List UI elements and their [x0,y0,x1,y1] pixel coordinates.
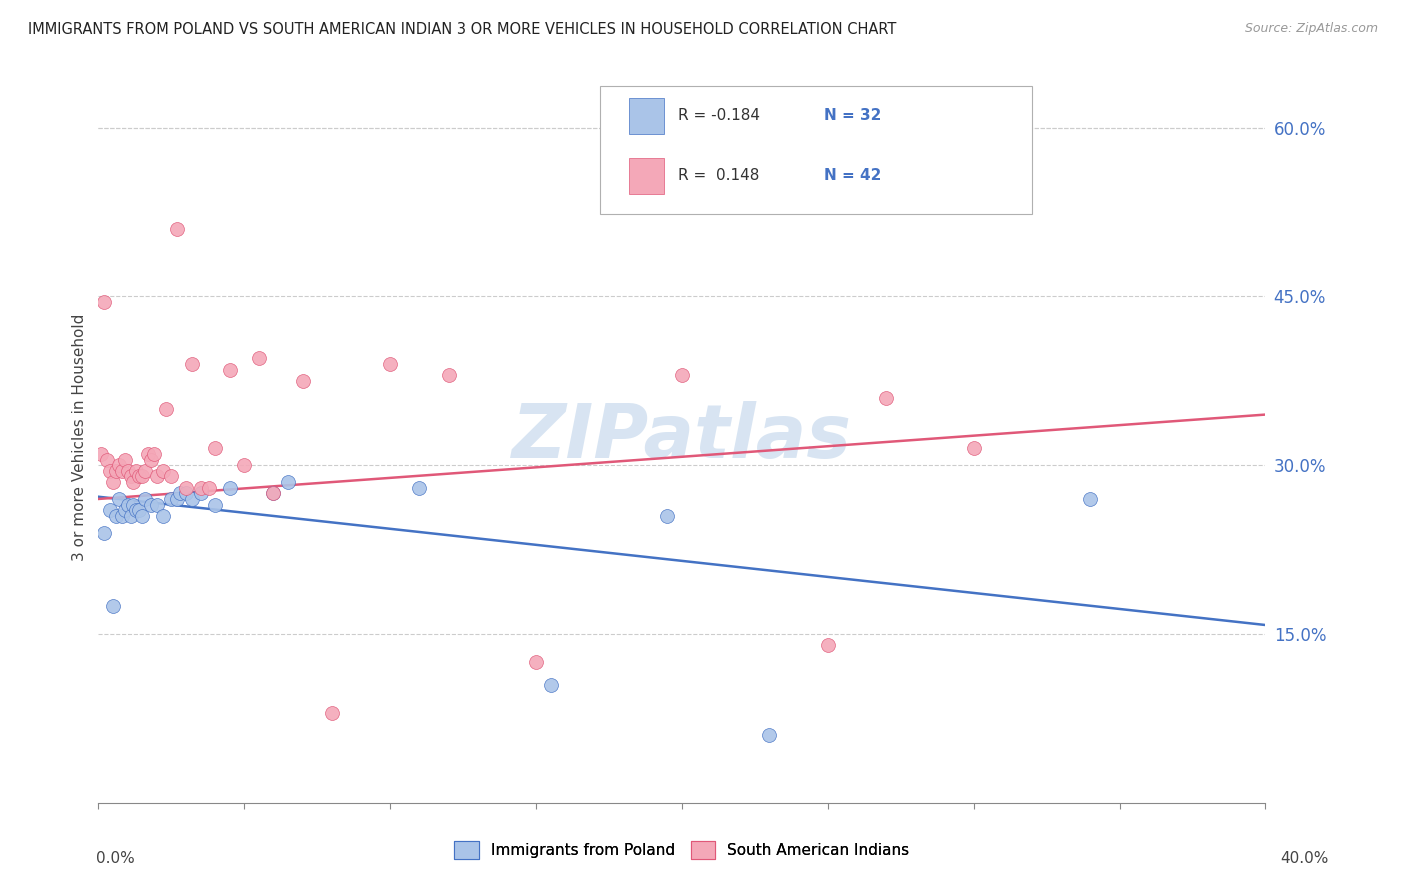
Point [93,525,115,540]
Text: 40.0%: 40.0% [1281,852,1329,866]
Point [108,458,131,473]
Point [146,469,169,483]
Text: N = 42: N = 42 [824,169,882,184]
Point [169,486,191,500]
Point [190,486,212,500]
Point [122,475,145,489]
Point [117,498,139,512]
Point [174,481,197,495]
Point [204,442,226,456]
Point [122,498,145,512]
Point [101,475,124,489]
Text: R = -0.184: R = -0.184 [679,109,761,123]
FancyBboxPatch shape [600,86,1032,214]
Point [166,491,188,506]
Point [277,475,299,489]
Point [90,447,112,461]
Point [875,391,897,405]
Point [380,357,402,371]
Point [233,458,256,473]
Point [174,486,197,500]
Text: IMMIGRANTS FROM POLAND VS SOUTH AMERICAN INDIAN 3 OR MORE VEHICLES IN HOUSEHOLD : IMMIGRANTS FROM POLAND VS SOUTH AMERICAN… [28,22,897,37]
Point [101,599,124,613]
FancyBboxPatch shape [630,159,665,194]
Text: R =  0.148: R = 0.148 [679,169,759,184]
Point [166,222,188,236]
Point [114,503,136,517]
Point [1080,491,1102,506]
Point [671,368,693,383]
Point [120,508,142,523]
Point [142,447,165,461]
Point [321,706,343,720]
Text: 0.0%: 0.0% [96,852,135,866]
Point [190,481,212,495]
Point [108,491,131,506]
Point [437,368,460,383]
Text: N = 32: N = 32 [824,109,882,123]
Point [136,447,159,461]
Point [120,469,142,483]
Point [139,452,162,467]
Point [128,469,150,483]
Legend: Immigrants from Poland, South American Indians: Immigrants from Poland, South American I… [449,835,915,864]
Point [540,678,562,692]
Point [96,452,118,467]
Point [125,503,148,517]
FancyBboxPatch shape [630,98,665,134]
Point [291,374,314,388]
Point [262,486,284,500]
Point [180,357,202,371]
Point [218,481,240,495]
Text: Source: ZipAtlas.com: Source: ZipAtlas.com [1244,22,1378,36]
Point [117,464,139,478]
Point [160,491,183,506]
Point [204,498,226,512]
Point [111,464,134,478]
Point [131,508,153,523]
Point [128,503,150,517]
Text: ZIPatlas: ZIPatlas [512,401,852,474]
Point [111,508,134,523]
Point [152,464,174,478]
Point [657,508,679,523]
Point [146,498,169,512]
Point [139,498,162,512]
Point [218,362,240,376]
Point [962,442,984,456]
Point [408,481,430,495]
Point [125,464,148,478]
Point [155,401,177,416]
Point [114,452,136,467]
Point [134,464,156,478]
Point [262,486,284,500]
Point [524,655,547,669]
Point [758,728,780,742]
Point [131,469,153,483]
Y-axis label: 3 or more Vehicles in Household: 3 or more Vehicles in Household [72,313,87,561]
Point [152,508,174,523]
Point [817,638,839,652]
Point [98,503,121,517]
Point [104,464,127,478]
Point [198,481,221,495]
Point [160,469,183,483]
Point [104,508,127,523]
Point [180,491,202,506]
Point [134,491,156,506]
Point [93,295,115,310]
Point [98,464,121,478]
Point [247,351,270,366]
